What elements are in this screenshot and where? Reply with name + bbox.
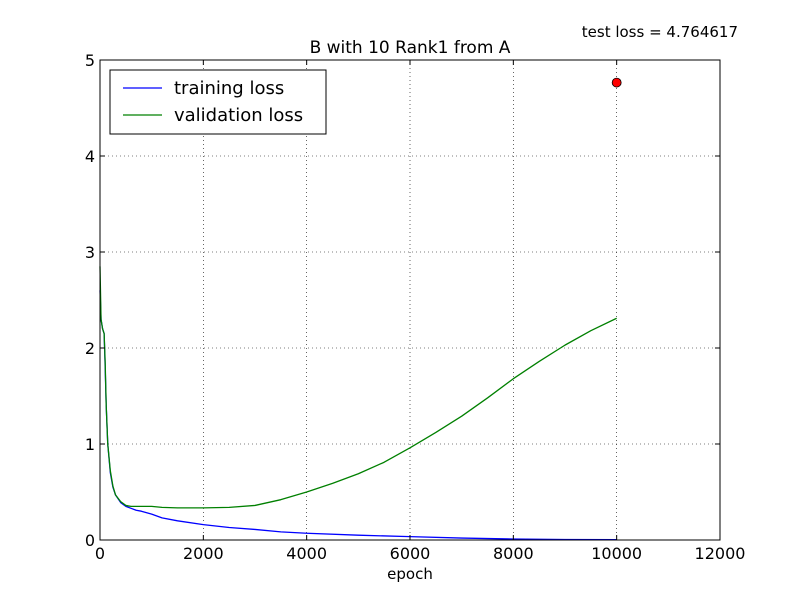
x-tick-label: 12000 — [695, 544, 746, 563]
chart-title: B with 10 Rank1 from A — [310, 38, 511, 58]
y-tick-label: 5 — [85, 51, 95, 70]
legend-label-training-loss: training loss — [174, 78, 284, 99]
legend: training loss validation loss — [109, 69, 327, 135]
y-tick-label: 1 — [85, 435, 95, 454]
test-loss-annotation: test loss = 4.764617 — [582, 23, 738, 41]
y-tick-label: 0 — [85, 531, 95, 550]
x-tick-label: 2000 — [183, 544, 224, 563]
y-tick-label: 2 — [85, 339, 95, 358]
legend-box — [109, 69, 327, 135]
series-lines — [99, 266, 617, 541]
x-tick-label: 8000 — [493, 544, 534, 563]
x-axis-label: epoch — [387, 565, 433, 583]
legend-label-validation-loss: validation loss — [174, 105, 303, 126]
x-tick-label: 10000 — [591, 544, 642, 563]
x-tick-label: 4000 — [286, 544, 327, 563]
x-tick-label: 6000 — [390, 544, 431, 563]
marker-points — [611, 77, 622, 88]
test-loss-point — [611, 77, 622, 88]
axis-ticks: 0 2000 4000 6000 8000 10000 12000 0 1 2 3 4 5 — [85, 51, 746, 563]
x-tick-label: 0 — [95, 544, 105, 563]
y-tick-label: 3 — [85, 243, 95, 262]
validation-loss-line — [99, 266, 617, 509]
y-tick-label: 4 — [85, 147, 95, 166]
grid — [100, 60, 720, 540]
